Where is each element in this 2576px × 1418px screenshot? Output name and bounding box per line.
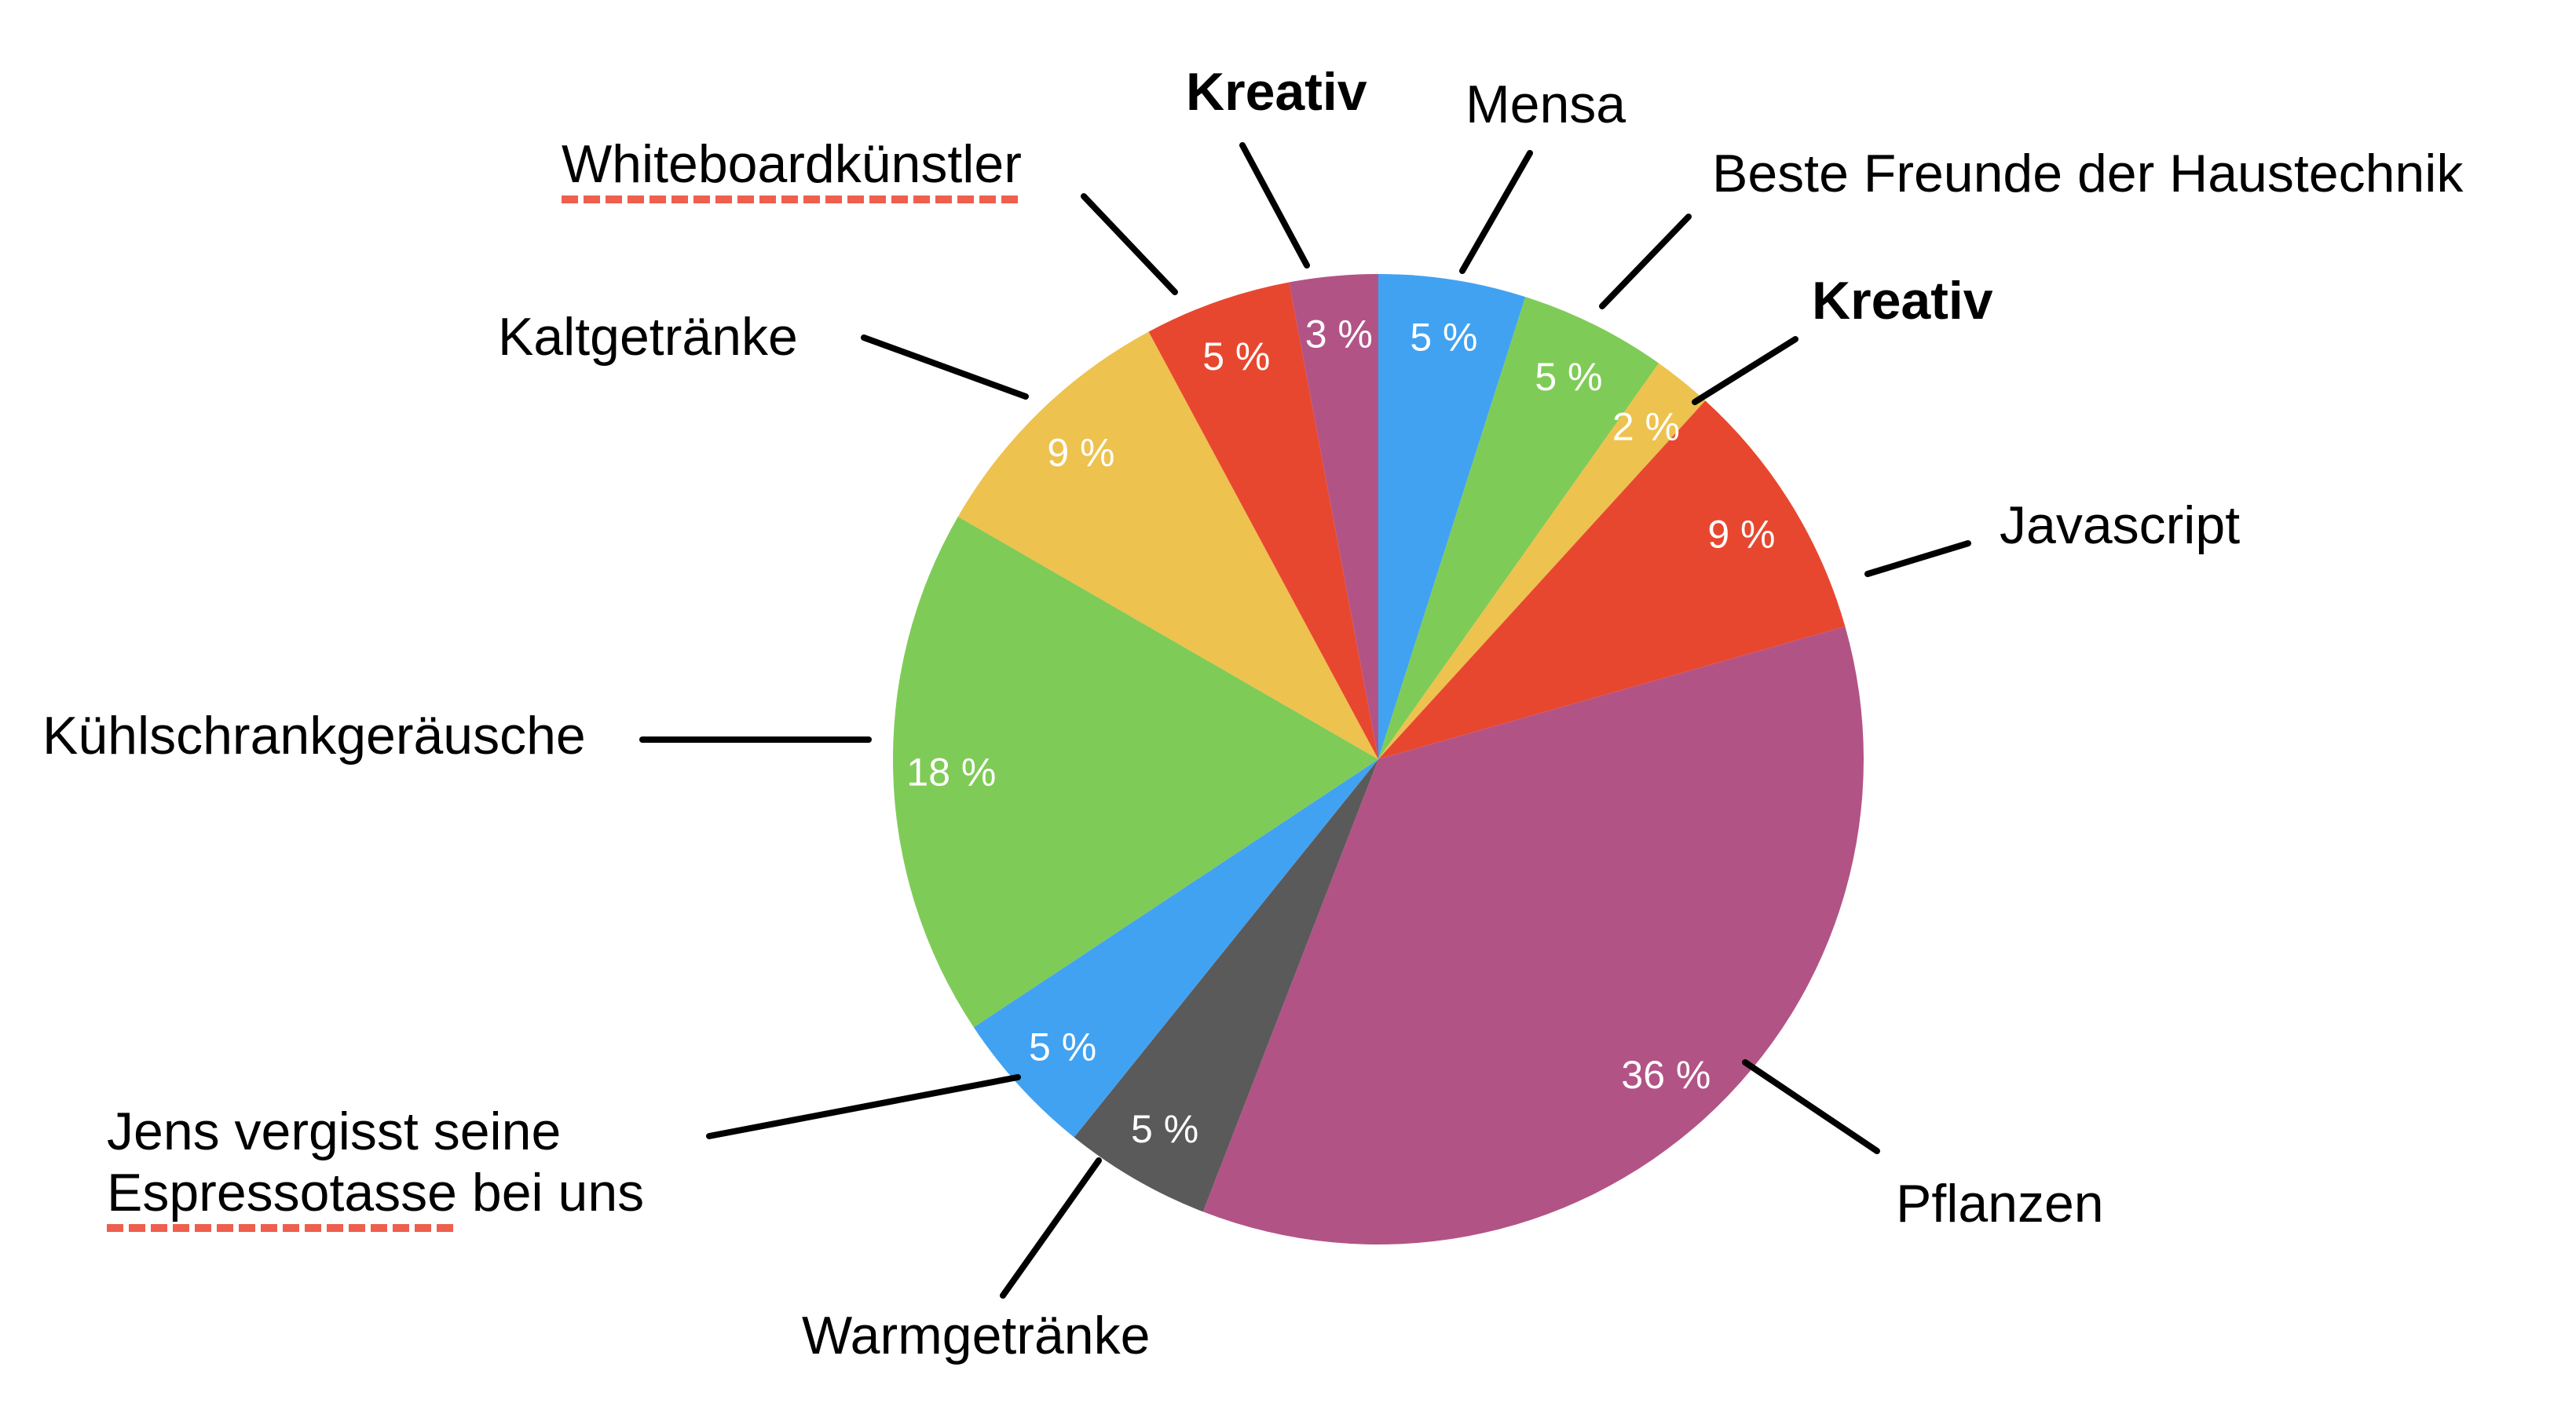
pie-slice-7[interactable] <box>892 517 1378 1028</box>
slice-value-label-5: 5 % <box>1131 1107 1198 1151</box>
pie-slice-4[interactable] <box>1202 626 1864 1245</box>
slice-value-label-2: 2 % <box>1612 404 1680 448</box>
slice-value-label-0: 5 % <box>1410 316 1477 360</box>
pie-slice-9[interactable] <box>1148 282 1378 760</box>
label-warmgetraenke: Warmgetränke <box>802 1306 1151 1365</box>
leader-line <box>861 334 1029 400</box>
label-kreativ-top: Kreativ <box>1186 62 1367 122</box>
pie-slice-2[interactable] <box>1378 363 1706 759</box>
leader-line <box>1864 540 1971 577</box>
leader-line <box>1742 1059 1880 1154</box>
misspelled-word: Espressotasse <box>107 1163 457 1232</box>
slice-value-label-8: 9 % <box>1047 431 1114 475</box>
pie-slice-6[interactable] <box>973 759 1378 1138</box>
misspelled-word: Whiteboardkünstler <box>562 134 1022 203</box>
leader-line <box>1459 150 1533 274</box>
leader-line <box>1000 1157 1102 1299</box>
slice-value-label-10: 3 % <box>1305 312 1373 356</box>
label-javascript: Javascript <box>2000 495 2241 555</box>
label-jens: Jens vergisst seine Espressotasse bei un… <box>107 1101 644 1232</box>
leader-line <box>706 1074 1021 1139</box>
label-beste-freunde: Beste Freunde der Haustechnik <box>1712 144 2464 203</box>
slice-value-label-4: 36 % <box>1621 1053 1711 1097</box>
label-kuehlschrankgeraeusche: Kühlschrankgeräusche <box>42 706 586 766</box>
pie-slice-1[interactable] <box>1378 297 1659 760</box>
label-whiteboardkuenstler: Whiteboardkünstler <box>562 133 1022 203</box>
slice-value-label-9: 5 % <box>1202 334 1270 378</box>
pie-slice-8[interactable] <box>957 331 1378 760</box>
label-kreativ-right: Kreativ <box>1812 271 1993 331</box>
label-pflanzen: Pflanzen <box>1896 1174 2104 1233</box>
slice-value-label-1: 5 % <box>1535 355 1602 399</box>
leader-line <box>1239 142 1310 269</box>
pie-slice-0[interactable] <box>1378 274 1526 759</box>
pie-slice-5[interactable] <box>1074 759 1378 1212</box>
slice-value-label-6: 5 % <box>1029 1025 1096 1069</box>
leader-line <box>1692 336 1798 405</box>
pie-slice-3[interactable] <box>1378 400 1846 759</box>
label-mensa: Mensa <box>1465 75 1626 134</box>
slice-value-label-7: 18 % <box>906 751 996 795</box>
pie-slice-10[interactable] <box>1289 274 1378 759</box>
leader-line <box>1081 193 1178 295</box>
leader-line <box>1599 214 1692 309</box>
label-kaltgetraenke: Kaltgetränke <box>498 307 798 367</box>
slice-value-label-3: 9 % <box>1707 513 1775 557</box>
